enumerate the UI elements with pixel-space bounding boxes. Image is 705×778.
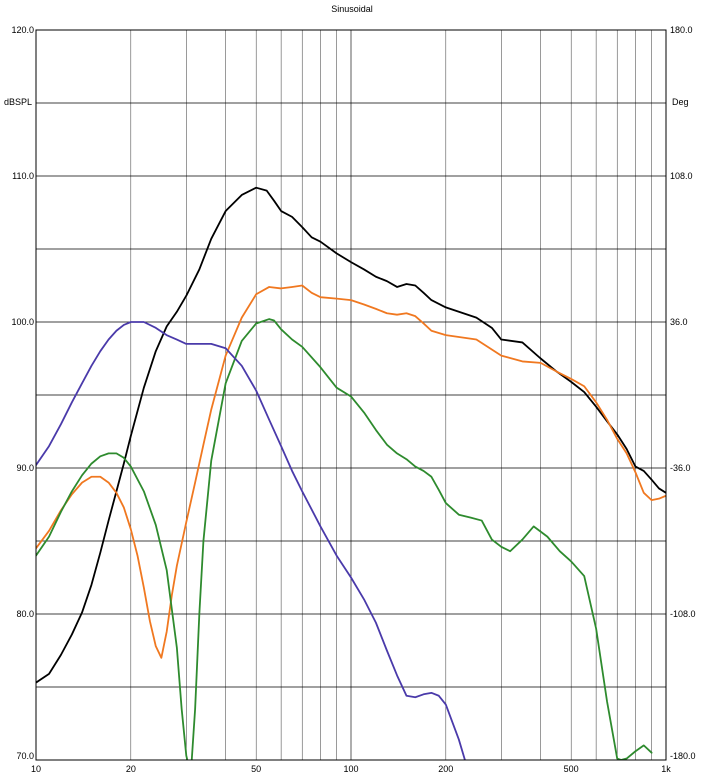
x-tick-label: 500 bbox=[564, 764, 579, 774]
y2-tick-label: -108.0 bbox=[670, 609, 696, 619]
x-tick-label: 1k bbox=[661, 764, 671, 774]
y2-tick-label: 180.0 bbox=[670, 25, 693, 35]
series-line-1 bbox=[36, 186, 666, 684]
y2-axis-label: Deg bbox=[672, 97, 689, 107]
y-tick-label: 100.0 bbox=[11, 317, 34, 327]
x-axis-ticks: 10 20 50 100 200 500 1k bbox=[31, 764, 671, 774]
series-line-2 bbox=[36, 284, 666, 659]
chart-title: Sinusoidal bbox=[331, 4, 373, 14]
y2-tick-label: -36.0 bbox=[670, 463, 691, 473]
y-tick-label: 120.0 bbox=[11, 25, 34, 35]
y2-tick-label: 108.0 bbox=[670, 171, 693, 181]
x-tick-label: 20 bbox=[126, 764, 136, 774]
series-line-3 bbox=[36, 318, 653, 760]
y-axis-ticks: 70.0 80.0 90.0 100.0 110.0 120.0 bbox=[11, 25, 34, 761]
y-tick-label: 110.0 bbox=[12, 171, 34, 181]
y-axis-label: dBSPL bbox=[4, 97, 32, 107]
x-tick-label: 50 bbox=[251, 764, 261, 774]
y2-tick-label: 36.0 bbox=[670, 317, 688, 327]
y-tick-label: 70.0 bbox=[16, 751, 34, 761]
y-tick-label: 80.0 bbox=[16, 609, 34, 619]
grid bbox=[36, 30, 666, 760]
series-line-4 bbox=[36, 321, 466, 760]
y-tick-label: 90.0 bbox=[16, 463, 34, 473]
y2-axis-ticks: -180.0 -108.0 -36.0 36.0 108.0 180.0 bbox=[670, 25, 696, 761]
y2-tick-label: -180.0 bbox=[670, 751, 696, 761]
series-layer bbox=[36, 186, 666, 760]
plot-frame bbox=[35, 29, 667, 761]
x-tick-label: 10 bbox=[31, 764, 41, 774]
x-tick-label: 200 bbox=[438, 764, 453, 774]
x-tick-label: 100 bbox=[343, 764, 358, 774]
